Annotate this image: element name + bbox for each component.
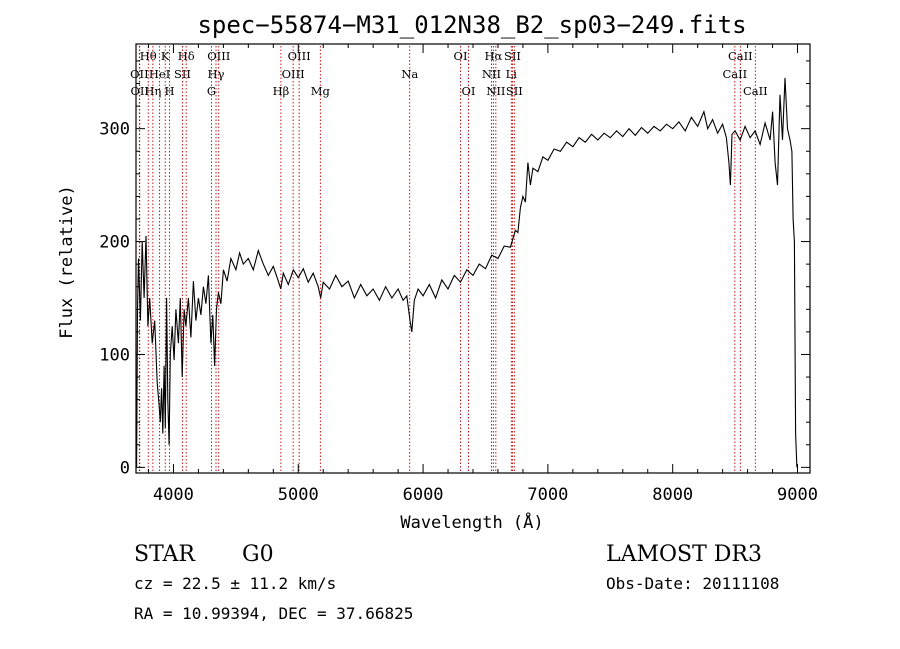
line-marker-label-16: Na bbox=[401, 67, 418, 81]
axis-tick-labels: 4000 5000 6000 7000 8000 9000 0 100 200 300 bbox=[99, 120, 818, 505]
line-marker-label-3: Hη bbox=[144, 84, 161, 98]
redshift-readout: cz = 22.5 ± 11.2 km/s bbox=[134, 574, 336, 593]
line-marker-label-1: OII bbox=[130, 84, 149, 98]
line-marker-label-5: K bbox=[161, 49, 170, 63]
y-tick-label-3: 300 bbox=[99, 120, 130, 140]
object-subclass: G0 bbox=[242, 542, 274, 567]
line-marker-label-12: Hβ bbox=[273, 84, 290, 98]
x-tick-label-3: 7000 bbox=[527, 485, 568, 505]
y-axis-label: Flux (relative) bbox=[57, 185, 77, 339]
line-marker-label-25: CaII bbox=[722, 67, 747, 81]
line-marker-label-23: SII bbox=[504, 49, 521, 63]
line-marker-label-18: OI bbox=[462, 84, 476, 98]
y-tick-label-2: 200 bbox=[99, 233, 130, 253]
y-tick-label-0: 0 bbox=[120, 458, 130, 478]
line-marker-label-21: NII bbox=[486, 84, 505, 98]
line-marker-label-9: G bbox=[207, 84, 216, 98]
x-tick-label-1: 5000 bbox=[278, 485, 319, 505]
x-tick-label-4: 8000 bbox=[652, 485, 693, 505]
survey-name: LAMOST DR3 bbox=[606, 542, 762, 567]
line-marker-label-2: Hθ bbox=[140, 49, 157, 63]
line-marker-label-11: OIII bbox=[207, 49, 230, 63]
line-marker-label-24: SII bbox=[506, 84, 523, 98]
line-marker-label-27: CaII bbox=[743, 84, 768, 98]
x-tick-label-0: 4000 bbox=[153, 485, 194, 505]
line-markers bbox=[138, 46, 756, 473]
line-marker-label-7: SII bbox=[174, 67, 191, 81]
x-tick-label-2: 6000 bbox=[403, 485, 444, 505]
line-marker-label-4: HeI bbox=[149, 67, 170, 81]
line-marker-label-22: Li bbox=[506, 67, 518, 81]
y-tick-label-1: 100 bbox=[99, 345, 130, 365]
line-marker-label-8: Hδ bbox=[178, 49, 195, 63]
x-tick-label-5: 9000 bbox=[777, 485, 818, 505]
line-marker-label-26: CaII bbox=[728, 49, 753, 63]
axis-ticks bbox=[136, 44, 810, 473]
line-marker-label-17: OI bbox=[454, 49, 468, 63]
line-marker-label-19: NII bbox=[482, 67, 501, 81]
chart-title: spec−55874−M31_012N38_B2_sp03−249.fits bbox=[197, 11, 746, 39]
line-marker-label-14: OIII bbox=[288, 49, 311, 63]
x-axis-label: Wavelength (Å) bbox=[400, 511, 543, 533]
line-marker-label-20: Hα bbox=[484, 49, 502, 63]
line-marker-label-13: OIII bbox=[282, 67, 305, 81]
spectrum-line bbox=[136, 77, 798, 468]
line-marker-label-10: Hγ bbox=[208, 67, 225, 81]
object-class: STAR bbox=[134, 542, 196, 567]
line-marker-label-15: Mg bbox=[311, 84, 331, 98]
ra-dec-readout: RA = 10.99394, DEC = 37.66825 bbox=[134, 604, 413, 623]
line-marker-label-0: OII bbox=[130, 67, 149, 81]
line-marker-labels: OII OII Hθ Hη HeI K H SII Hδ G Hγ OIII Hβ OIII OIII Mg N… bbox=[130, 49, 768, 98]
plot-frame bbox=[135, 43, 811, 474]
line-marker-label-6: H bbox=[165, 84, 175, 98]
observation-date: Obs-Date: 20111108 bbox=[606, 574, 779, 593]
